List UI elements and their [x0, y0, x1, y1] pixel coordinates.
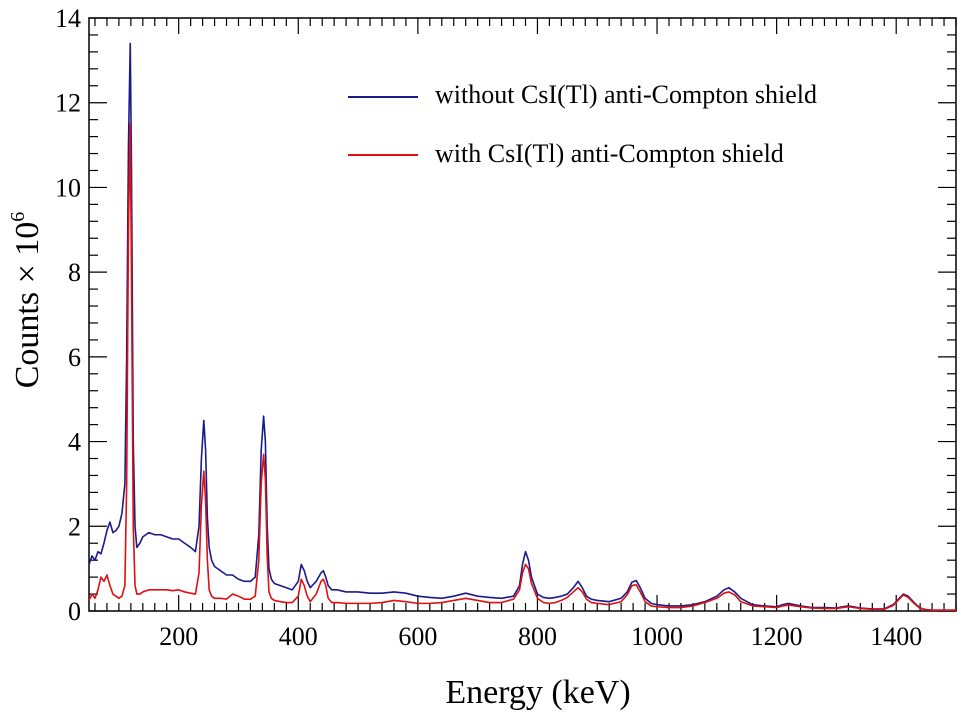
- series-line-with-shield: [88, 123, 956, 611]
- plot-frame: [88, 17, 957, 612]
- y-tick-label: 6: [68, 343, 81, 372]
- series-line-without-shield: [88, 42, 956, 611]
- y-tick-label: 4: [68, 428, 81, 457]
- x-tick-label: 400: [279, 622, 318, 651]
- x-tick-label: 800: [518, 622, 557, 651]
- x-axis-title: Energy (keV): [445, 674, 630, 711]
- series-layer: [88, 42, 956, 611]
- y-axis-title: Counts × 106: [7, 212, 46, 389]
- x-tick-label: 1400: [870, 622, 922, 651]
- legend: without CsI(Tl) anti-Compton shield with…: [348, 80, 817, 168]
- x-tick-label: 1000: [631, 622, 683, 651]
- y-tick-label: 2: [68, 512, 81, 541]
- y-tick-label: 10: [55, 173, 81, 202]
- legend-label-without-shield: without CsI(Tl) anti-Compton shield: [435, 80, 817, 109]
- axis-ticks: 200 400 600 800 1000 1200 1400 0 2 4 6 8 10 12 14: [55, 4, 957, 651]
- x-tick-label: 200: [159, 622, 198, 651]
- y-tick-label: 12: [55, 89, 81, 118]
- y-axis-title-exponent: 6: [7, 212, 29, 222]
- y-tick-label: 8: [68, 258, 81, 287]
- y-tick-label: 0: [68, 597, 81, 626]
- legend-label-with-shield: with CsI(Tl) anti-Compton shield: [435, 139, 784, 168]
- y-tick-label: 14: [55, 4, 81, 33]
- x-tick-label: 600: [398, 622, 437, 651]
- x-tick-label: 1200: [751, 622, 803, 651]
